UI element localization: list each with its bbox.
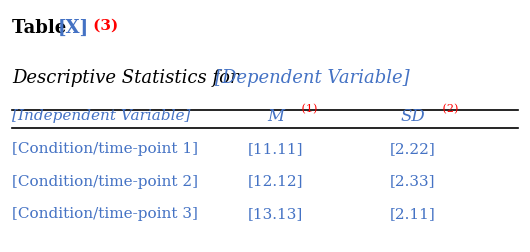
Text: [Independent Variable]: [Independent Variable] <box>12 109 190 123</box>
Text: [12.12]: [12.12] <box>248 174 303 188</box>
Text: (1): (1) <box>298 103 317 114</box>
Text: (2): (2) <box>439 103 458 114</box>
Text: [2.33]: [2.33] <box>390 174 435 188</box>
Text: [Condition/time-point 3]: [Condition/time-point 3] <box>12 206 198 220</box>
Text: [Condition/time-point 1]: [Condition/time-point 1] <box>12 141 198 155</box>
Text: Descriptive Statistics for: Descriptive Statistics for <box>12 69 244 87</box>
Text: [13.13]: [13.13] <box>248 206 303 220</box>
Text: [Dependent Variable]: [Dependent Variable] <box>215 69 410 87</box>
Text: [2.11]: [2.11] <box>390 206 436 220</box>
Text: (3): (3) <box>89 19 119 33</box>
Text: [2.22]: [2.22] <box>390 141 436 155</box>
Text: SD: SD <box>400 108 425 124</box>
Text: [11.11]: [11.11] <box>248 141 303 155</box>
Text: M: M <box>267 108 284 124</box>
Text: [X]: [X] <box>58 19 89 37</box>
Text: [Condition/time-point 2]: [Condition/time-point 2] <box>12 174 198 188</box>
Text: Table: Table <box>12 19 73 37</box>
